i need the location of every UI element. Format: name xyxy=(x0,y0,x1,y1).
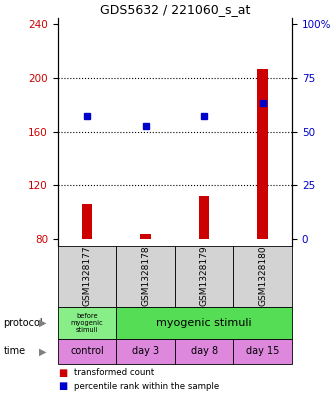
Text: myogenic stimuli: myogenic stimuli xyxy=(156,318,252,328)
Text: day 8: day 8 xyxy=(191,346,218,356)
Text: control: control xyxy=(70,346,104,356)
Text: percentile rank within the sample: percentile rank within the sample xyxy=(74,382,219,391)
Text: protocol: protocol xyxy=(3,318,43,328)
Text: GSM1328180: GSM1328180 xyxy=(258,246,267,307)
Bar xyxy=(82,204,92,239)
Text: time: time xyxy=(3,346,25,356)
Text: GSM1328178: GSM1328178 xyxy=(141,246,150,307)
Text: before
myogenic
stimuli: before myogenic stimuli xyxy=(71,313,103,333)
Text: GSM1328177: GSM1328177 xyxy=(82,246,91,307)
Text: ▶: ▶ xyxy=(39,318,47,328)
Bar xyxy=(140,233,151,239)
Text: ■: ■ xyxy=(58,382,68,391)
Text: ■: ■ xyxy=(58,367,68,378)
Text: ▶: ▶ xyxy=(39,346,47,356)
Bar xyxy=(257,69,268,239)
Title: GDS5632 / 221060_s_at: GDS5632 / 221060_s_at xyxy=(100,4,250,17)
Text: GSM1328179: GSM1328179 xyxy=(200,246,209,307)
Text: day 15: day 15 xyxy=(246,346,280,356)
Text: transformed count: transformed count xyxy=(74,368,154,377)
Text: day 3: day 3 xyxy=(132,346,159,356)
Bar xyxy=(199,196,210,239)
